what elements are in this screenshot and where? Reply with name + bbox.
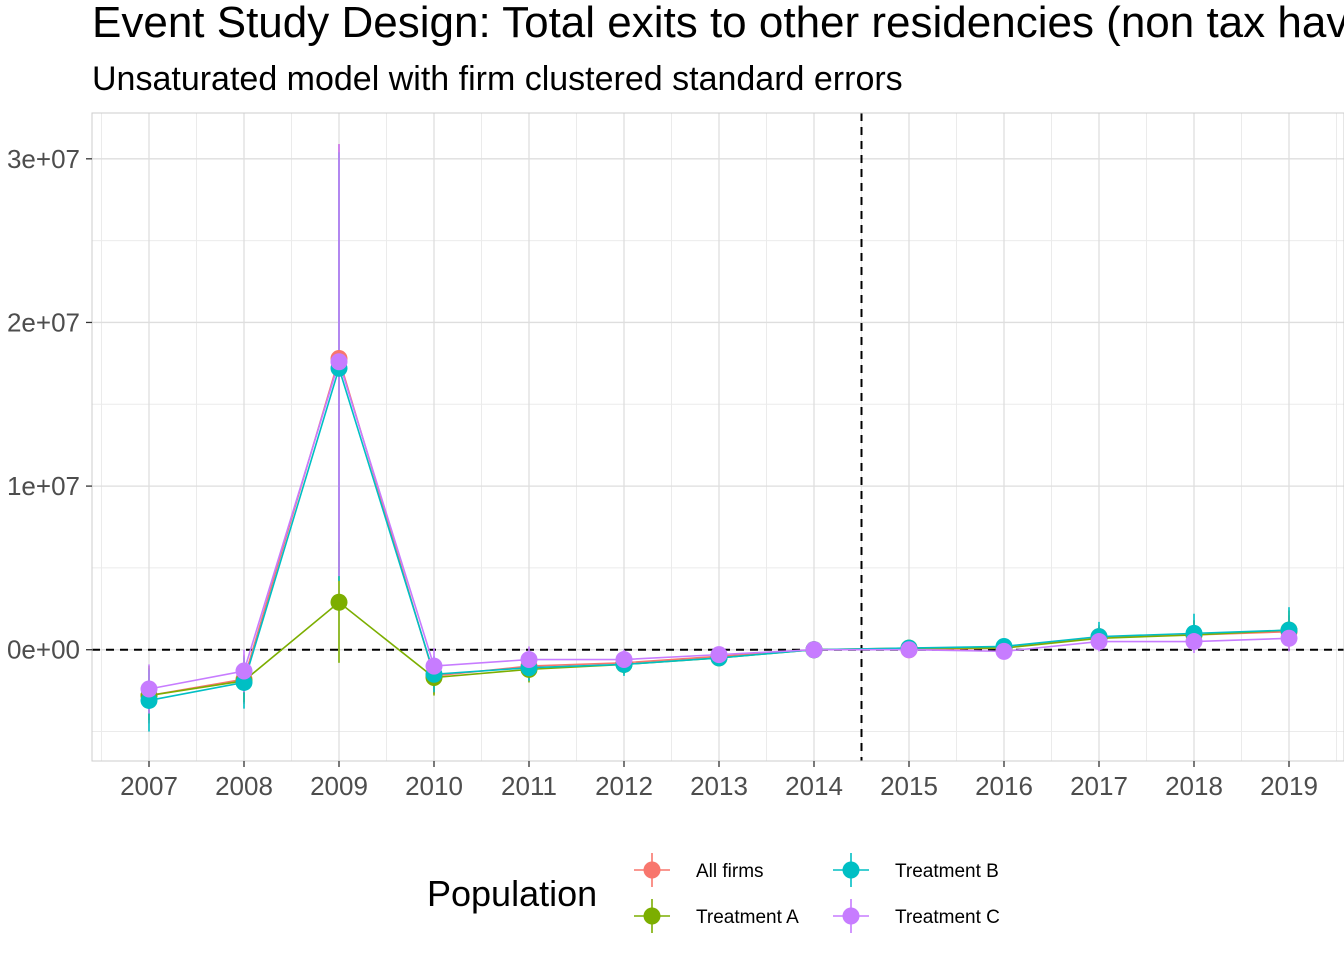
data-point xyxy=(1280,629,1298,647)
x-tick-label: 2011 xyxy=(501,771,557,801)
y-tick-label: 2e+07 xyxy=(7,307,80,337)
legend-key-treatment-a: Treatment A xyxy=(634,899,799,933)
legend-title: Population xyxy=(427,873,597,914)
x-axis: 2007 2008 2009 2010 2011 2012 2013 2014 2015 2016… xyxy=(120,761,1318,801)
data-point xyxy=(615,651,633,669)
x-tick-label: 2008 xyxy=(215,771,273,801)
y-tick-label: 0e+00 xyxy=(7,635,80,665)
x-tick-label: 2013 xyxy=(690,771,748,801)
series-layer xyxy=(140,144,1298,732)
legend-key-point xyxy=(842,861,860,879)
x-tick-label: 2014 xyxy=(785,771,843,801)
y-tick-label: 1e+07 xyxy=(7,471,80,501)
data-point xyxy=(995,642,1013,660)
chart-subtitle: Unsaturated model with firm clustered st… xyxy=(92,60,903,98)
y-axis: 0e+00 1e+07 2e+07 3e+07 xyxy=(7,144,92,665)
legend-label: Treatment A xyxy=(696,907,799,928)
panel-border xyxy=(91,112,1344,762)
data-point xyxy=(710,646,728,664)
x-tick-label: 2019 xyxy=(1260,771,1318,801)
x-tick-label: 2009 xyxy=(310,771,368,801)
legend-key-point xyxy=(643,907,661,925)
x-tick-label: 2012 xyxy=(595,771,653,801)
legend-label: Treatment C xyxy=(895,907,1000,928)
x-tick-label: 2010 xyxy=(405,771,463,801)
legend: Population All firms Treatment A Treatment… xyxy=(427,853,1000,933)
legend-key-all-firms: All firms xyxy=(634,853,764,887)
points-treatment-c xyxy=(140,353,1298,698)
minor-grid xyxy=(92,113,1344,761)
legend-key-treatment-b: Treatment B xyxy=(833,853,999,887)
x-tick-label: 2015 xyxy=(880,771,938,801)
legend-key-point xyxy=(643,861,661,879)
data-point xyxy=(425,657,443,675)
data-point xyxy=(330,593,348,611)
data-point xyxy=(235,662,253,680)
data-point xyxy=(1090,633,1108,651)
legend-key-point xyxy=(842,907,860,925)
x-tick-label: 2017 xyxy=(1070,771,1128,801)
x-tick-label: 2018 xyxy=(1165,771,1223,801)
legend-label: All firms xyxy=(696,861,764,882)
data-point xyxy=(900,641,918,659)
legend-key-treatment-c: Treatment C xyxy=(833,899,1000,933)
legend-keys: All firms Treatment A Treatment B Treatment… xyxy=(634,853,1000,933)
chart-title: Event Study Design: Total exits to other… xyxy=(92,0,1344,47)
data-point xyxy=(140,680,158,698)
data-point xyxy=(1185,633,1203,651)
data-point xyxy=(330,353,348,371)
data-point xyxy=(805,641,823,659)
data-point xyxy=(520,651,538,669)
legend-label: Treatment B xyxy=(895,861,999,882)
plot-panel xyxy=(91,112,1344,762)
y-tick-label: 3e+07 xyxy=(7,144,80,174)
x-tick-label: 2007 xyxy=(120,771,178,801)
x-tick-label: 2016 xyxy=(975,771,1033,801)
reference-lines xyxy=(92,113,1344,761)
